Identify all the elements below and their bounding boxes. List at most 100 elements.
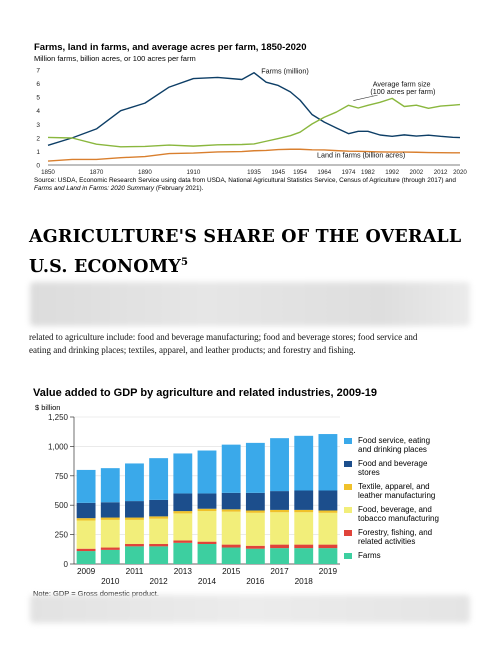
x-tick-label: 1992 [385,169,399,176]
legend-item-food-service: Food service, eating and drinking places [344,436,474,454]
y-tick-label: 7 [36,68,40,75]
y-tick-label: 0 [64,560,69,569]
x-tick-label: 2020 [453,169,467,176]
bar-segment-textile [318,510,338,513]
x-tick-label: 1910 [187,169,201,176]
y-tick-label: 3 [36,122,40,129]
bar-segment-forestry [149,544,169,547]
x-tick-label: 1890 [138,169,152,176]
legend-item-textile: Textile, apparel, and leather manufacturi… [344,482,474,500]
x-tick-label: 1945 [271,169,285,176]
bar-segment-food-stores [100,502,120,518]
bar-segment-food-stores [318,490,338,511]
x-tick-label: 2017 [270,567,289,576]
bar-segment-food-service [100,468,120,503]
gdp-bar-chart: 0 250 500 750 1,000 1,250 2009 2010 2011 2012 2013… [48,413,340,586]
legend-item-food-stores: Food and beverage stores [344,459,474,477]
bar-segment-farms [100,549,120,564]
bar-segment-farms [245,548,265,564]
bar-segment-forestry [197,541,217,545]
bar-segment-textile [245,510,265,513]
bar-segment-food-stores [270,491,289,510]
bar-segment-textile [100,517,120,520]
bar-segment-farms [173,542,193,564]
y-tick-label: 750 [55,472,69,481]
bar-segment-farms [318,548,338,564]
bar-segment-farms [270,548,289,564]
bar-segment-food-service [245,442,265,493]
bar-segment-food-service [197,450,217,494]
bar-segment-forestry [245,545,265,549]
legend-item-forestry: Forestry, fishing, and related activities [344,528,474,546]
bar-segment-food-manufacturing [100,519,120,548]
x-tick-label: 1870 [90,169,104,176]
x-tick-label: 1974 [342,169,356,176]
bar-segment-farms [149,546,169,564]
farms-series-label: Farms (million) [261,66,309,75]
x-tick-label: 1954 [293,169,307,176]
y-tick-label: 0 [36,163,40,170]
avg-size-leader-line [353,94,378,101]
legend-swatch [344,530,352,536]
legend-item-farms: Farms [344,551,474,560]
y-tick-label: 4 [36,108,40,115]
bar-segment-food-stores [197,493,217,509]
bar-segment-forestry [270,544,289,549]
bar-segment-textile [294,509,314,513]
bar-segment-food-service [149,458,169,500]
x-tick-label: 1964 [317,169,331,176]
bar-segment-food-service [173,453,193,494]
bar-segment-forestry [294,544,314,549]
avg-size-series-label-2: (100 acres per farm) [370,87,435,96]
chart2-legend: Food service, eating and drinking places … [344,436,474,565]
chart2-unit: $ billion [35,403,61,412]
body-line-partial: related to agriculture include: food and… [29,332,418,342]
bar-segment-food-service [294,435,314,491]
bar-segment-food-manufacturing [221,511,241,545]
legend-swatch [344,553,352,559]
bar-segment-farms [76,551,96,564]
bar-segment-forestry [76,548,96,552]
bar-segment-textile [125,517,144,520]
bar-segment-textile [270,509,289,513]
bar-segment-food-manufacturing [294,512,314,545]
bar-segment-farms [294,548,314,564]
x-tick-label: 2016 [246,577,265,586]
x-tick-label: 1850 [41,169,55,176]
bar-segment-food-manufacturing [125,519,144,545]
legend-swatch [344,461,352,467]
bar-segment-food-service [270,438,289,492]
series-avg-size-line [47,97,461,148]
series-farms-line [47,72,461,146]
footnote-ref[interactable]: 5 [180,257,189,268]
x-tick-label: 2013 [174,567,193,576]
bar-segment-textile [173,511,193,514]
x-tick-label: 2010 [101,577,120,586]
land-series-label: Land in farms (billion acres) [317,151,405,160]
x-tick-label: 2011 [126,567,144,576]
x-tick-label: 1935 [247,169,261,176]
bar-segment-food-stores [125,501,144,518]
bar-segment-food-service [221,444,241,493]
bar-segment-food-manufacturing [270,512,289,545]
y-tick-label: 1,000 [48,442,69,451]
x-tick-label: 2012 [434,169,448,176]
farms-line-chart: 0 1 2 3 4 5 6 7 1850 1870 1890 1910 1935 1945 1954 1964… [36,66,467,176]
bar-segment-forestry [221,544,241,548]
bar-segment-food-manufacturing [245,512,265,546]
blurred-region [30,282,470,326]
body-line-last: eating and drinking places; textiles, ap… [29,345,356,355]
bar-segment-food-service [318,434,338,491]
legend-swatch [344,507,352,513]
bar-segment-farms [221,547,241,564]
x-tick-label: 2002 [409,169,423,176]
chart2-note: Note: GDP = Gross domestic product. [33,589,159,598]
bar-segment-food-stores [76,502,96,519]
y-tick-label: 250 [55,531,69,540]
bar-segment-food-stores [294,490,314,510]
bar-segment-textile [197,508,217,512]
bar-segment-textile [149,516,169,519]
x-tick-label: 2015 [222,567,241,576]
bar-segment-food-stores [245,492,265,511]
bar-segment-textile [76,518,96,521]
